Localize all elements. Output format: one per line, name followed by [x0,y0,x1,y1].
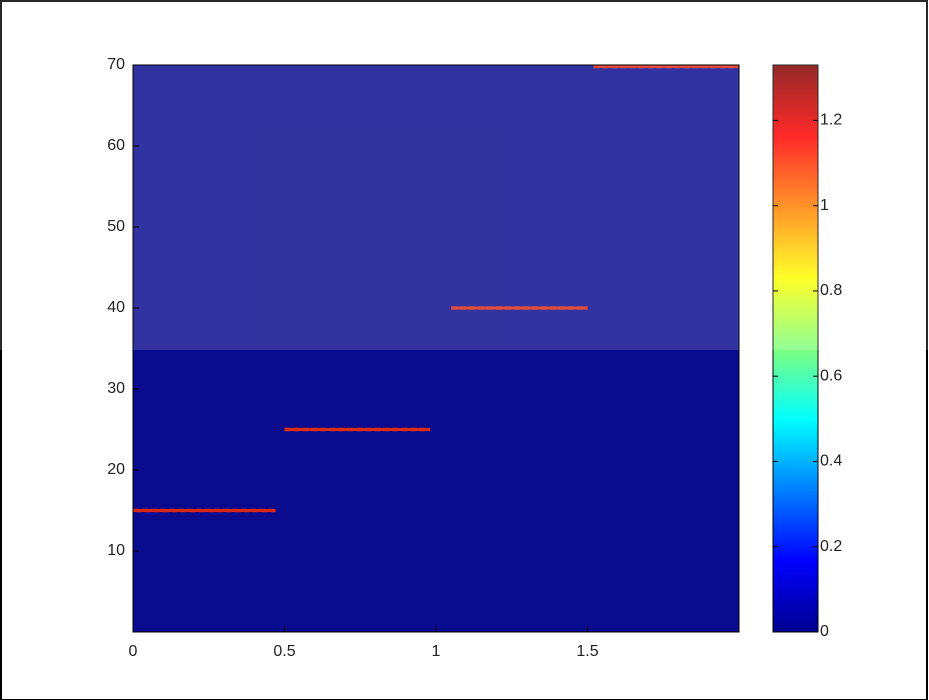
ridge [285,428,430,431]
colorbar-tick-label: 0 [820,623,829,640]
watermark [0,0,929,350]
y-tick-label: 60 [107,137,125,154]
x-tick-label: 0 [129,643,138,660]
y-tick-label: 30 [107,380,125,397]
y-tick-label: 50 [107,218,125,235]
colorbar-tick-label: 1 [820,197,829,214]
y-tick-label: 40 [107,299,125,316]
colorbar-tick-label: 1.2 [820,112,842,129]
y-tick-label: 70 [107,56,125,73]
ridge [133,509,275,512]
y-tick-label: 10 [107,542,125,559]
y-tick-label: 20 [107,461,125,478]
chart: 0 0.5 1 1.5 10 20 30 40 50 60 70 0 0.2 0.4 0.6 0.8 1 1.2 [0,0,929,700]
colorbar-tick-label: 0.6 [820,367,842,384]
x-tick-label: 0.5 [273,643,295,660]
x-tick-label: 1 [432,643,441,660]
colorbar-tick-label: 0.4 [820,453,842,470]
x-tick-label: 1.5 [576,643,598,660]
colorbar-tick-label: 0.2 [820,538,842,555]
colorbar-tick-label: 0.8 [820,282,842,299]
